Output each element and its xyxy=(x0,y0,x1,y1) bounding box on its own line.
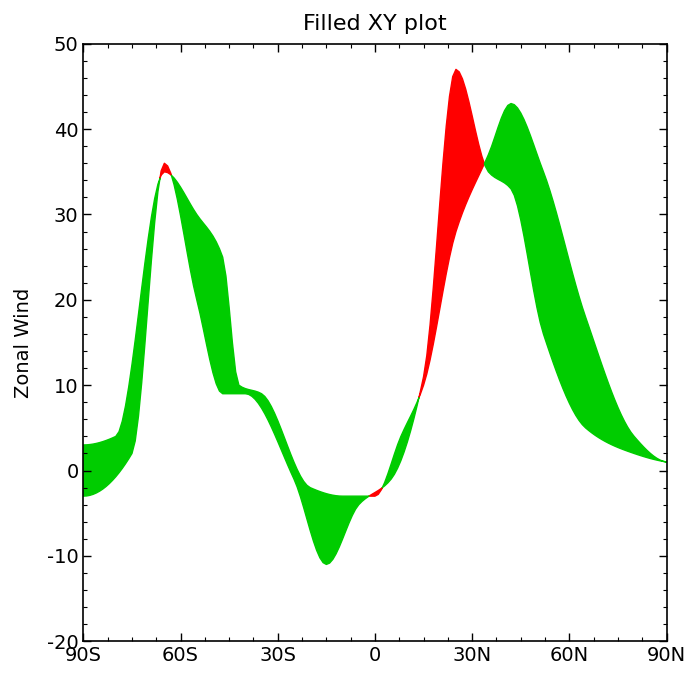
Title: Filled XY plot: Filled XY plot xyxy=(303,14,447,34)
Y-axis label: Zonal Wind: Zonal Wind xyxy=(14,287,33,398)
